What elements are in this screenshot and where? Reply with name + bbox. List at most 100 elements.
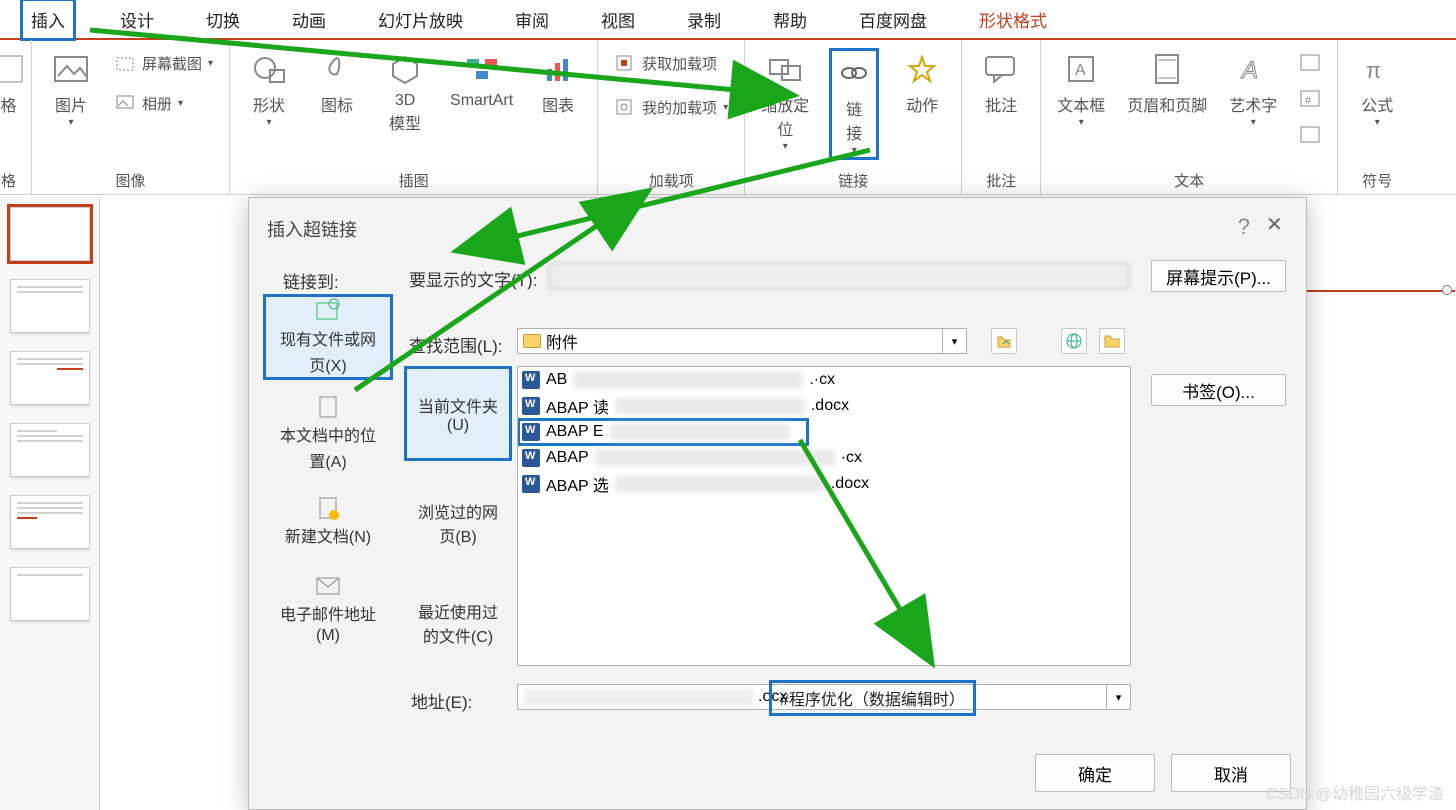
chevron-down-icon[interactable]: ▾ <box>1106 685 1130 709</box>
3dmodel-button[interactable]: 3D 模型 <box>380 48 430 136</box>
ribbon-cut-button[interactable]: 格 <box>0 48 34 118</box>
browse-button[interactable] <box>1099 328 1125 354</box>
group-label-grid: 格 <box>1 167 16 191</box>
email-label2: (M) <box>316 627 340 645</box>
tab-view[interactable]: 视图 <box>593 1 643 38</box>
new-doc-button[interactable]: 新建文档(N) <box>263 486 393 556</box>
tab-design[interactable]: 设计 <box>112 1 162 38</box>
tab-help[interactable]: 帮助 <box>765 1 815 38</box>
chevron-down-icon: ▾ <box>1079 120 1084 126</box>
ribbon-tabs: 插入 设计 切换 动画 幻灯片放映 审阅 视图 录制 帮助 百度网盘 形状格式 <box>0 0 1456 40</box>
ok-button[interactable]: 确定 <box>1035 754 1155 792</box>
recent-files-tab[interactable]: 最近使用过 的文件(C) <box>404 588 512 658</box>
tab-review[interactable]: 审阅 <box>507 1 557 38</box>
up-folder-button[interactable] <box>991 328 1017 354</box>
file-ext: .docx <box>831 475 869 493</box>
help-icon[interactable]: ? <box>1238 214 1250 240</box>
file-name: ABAP <box>546 449 589 467</box>
cancel-label: 取消 <box>1214 761 1248 786</box>
browsed-pages-tab[interactable]: 浏览过的网 页(B) <box>404 488 512 558</box>
group-label-illustrations: 插图 <box>399 167 429 191</box>
lookin-combo[interactable]: 附件 ▾ <box>517 328 967 354</box>
pictures-button[interactable]: 图片 ▾ <box>46 48 96 128</box>
lookin-value: 附件 <box>546 329 578 353</box>
file-row[interactable]: AB.·cx <box>518 367 1130 393</box>
place-label2: 置(A) <box>309 448 346 472</box>
link-label: 链 接 <box>846 96 862 144</box>
slide-thumb-2[interactable] <box>10 279 90 333</box>
chevron-down-icon: ▾ <box>852 148 857 154</box>
zoom-button[interactable]: 缩放定 位▾ <box>759 48 811 152</box>
group-label-links: 链接 <box>838 167 868 191</box>
folder-icon <box>523 334 541 348</box>
tab-slideshow[interactable]: 幻灯片放映 <box>370 1 471 38</box>
my-addins-button[interactable]: 我的加载项 ▾ <box>612 92 730 122</box>
current-folder-tab[interactable]: 当前文件夹 (U) <box>404 366 512 461</box>
blurred-text <box>595 450 835 466</box>
email-button[interactable]: 电子邮件地址 (M) <box>263 566 393 652</box>
close-icon[interactable] <box>1266 212 1288 234</box>
slide-thumb-4[interactable] <box>10 423 90 477</box>
blurred-text <box>524 689 754 705</box>
pictures-label: 图片 <box>55 92 87 116</box>
slidenum-button[interactable]: # <box>1297 84 1323 112</box>
file-name: ABAP 选 <box>546 472 609 496</box>
place-in-doc-button[interactable]: 本文档中的位 置(A) <box>263 390 393 476</box>
slide-thumb-6[interactable] <box>10 567 90 621</box>
existing-file-button[interactable]: 现有文件或网 页(X) <box>263 294 393 380</box>
existing-file-label2: 页(X) <box>309 352 346 376</box>
equation-label: 公式 <box>1361 92 1393 116</box>
file-row[interactable]: ABAP 读.docx <box>518 393 1130 419</box>
browsed-label1: 浏览过的网 <box>418 499 498 523</box>
browsed-label2: 页(B) <box>439 523 476 547</box>
slide-thumb-5[interactable] <box>10 495 90 549</box>
chart-label: 图表 <box>542 92 574 116</box>
equation-button[interactable]: π公式▾ <box>1352 48 1402 128</box>
wordart-button[interactable]: A艺术字▾ <box>1227 48 1279 128</box>
address-bookmark-highlight: #程序优化（数据编辑时） <box>769 680 976 716</box>
shapes-button[interactable]: 形状▾ <box>244 48 294 128</box>
tab-shape-format[interactable]: 形状格式 <box>971 1 1055 38</box>
shape-handle[interactable] <box>1442 285 1452 295</box>
chevron-down-icon[interactable]: ▾ <box>942 329 966 353</box>
object-button[interactable] <box>1297 120 1323 148</box>
bookmark-button[interactable]: 书签(O)... <box>1151 374 1286 406</box>
file-ext: .·cx <box>809 371 835 389</box>
link-button[interactable]: 链 接 ▾ <box>829 48 879 160</box>
web-button[interactable] <box>1061 328 1087 354</box>
svg-text:#: # <box>1305 95 1312 107</box>
display-text-input[interactable] <box>549 263 1129 289</box>
tab-insert[interactable]: 插入 <box>20 0 76 41</box>
chevron-down-icon: ▾ <box>267 120 272 126</box>
get-addins-button[interactable]: 获取加载项 <box>612 48 730 78</box>
chevron-down-icon: ▾ <box>68 120 73 126</box>
comment-button[interactable]: 批注 <box>976 48 1026 118</box>
screenshot-button[interactable]: 屏幕截图 ▾ <box>112 48 215 78</box>
chart-button[interactable]: 图表 <box>533 48 583 118</box>
file-list[interactable]: AB.·cx ABAP 读.docx ABAP E ABAP·cx ABAP 选… <box>517 366 1131 666</box>
file-row[interactable]: ABAP 选 .docx <box>518 471 1130 497</box>
tab-animation[interactable]: 动画 <box>284 1 334 38</box>
action-button[interactable]: 动作 <box>897 48 947 118</box>
headerfooter-button[interactable]: 页眉和页脚 <box>1125 48 1209 118</box>
smartart-button[interactable]: SmartArt <box>448 48 515 112</box>
group-label-symbol: 符号 <box>1362 167 1392 191</box>
ribbon: 格 格 图片 ▾ 屏幕截图 ▾ 相册 ▾ 图像 形状▾ 图标 3D 模型 Sma… <box>0 40 1456 195</box>
datetime-button[interactable] <box>1297 48 1323 76</box>
album-button[interactable]: 相册 ▾ <box>112 88 215 118</box>
address-bookmark-text: #程序优化（数据编辑时） <box>780 692 965 709</box>
svg-text:π: π <box>1366 58 1381 83</box>
textbox-button[interactable]: A文本框▾ <box>1055 48 1107 128</box>
file-row[interactable]: ABAP·cx <box>518 445 1130 471</box>
tab-record[interactable]: 录制 <box>679 1 729 38</box>
newdoc-label: 新建文档(N) <box>285 523 371 547</box>
tab-transition[interactable]: 切换 <box>198 1 248 38</box>
slide-thumb-3[interactable] <box>10 351 90 405</box>
file-row-selected[interactable]: ABAP E <box>518 419 808 445</box>
curfolder-label2: (U) <box>447 417 469 435</box>
screentip-button[interactable]: 屏幕提示(P)... <box>1151 260 1286 292</box>
icons-button[interactable]: 图标 <box>312 48 362 118</box>
tab-baidu[interactable]: 百度网盘 <box>851 1 935 38</box>
slide-thumb-1[interactable] <box>10 207 90 261</box>
blurred-text <box>615 476 825 492</box>
